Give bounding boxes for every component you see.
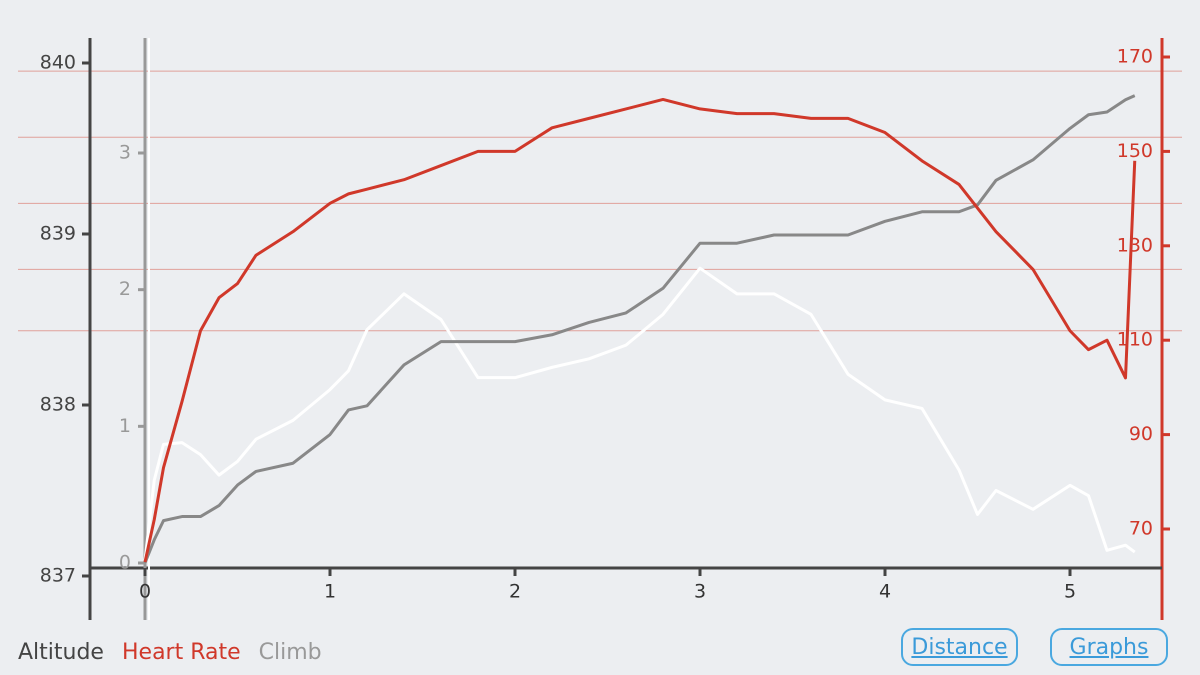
legend-entry: Altitude	[18, 640, 104, 665]
series-line	[143, 97, 1137, 563]
series-line	[143, 94, 1136, 564]
y-tick-label: 840	[40, 52, 76, 74]
legend-entry: Climb	[259, 640, 322, 665]
climb-tick-label: 1	[119, 415, 131, 437]
hr-tick-label: 150	[1117, 140, 1153, 162]
climb-tick-label: 0	[119, 552, 131, 574]
x-tick-label: 5	[1064, 581, 1076, 603]
y-tick-label: 837	[40, 565, 76, 587]
hr-tick-label: 110	[1117, 329, 1153, 351]
x-tick-label: 4	[879, 581, 891, 603]
series-line	[143, 266, 1136, 561]
hr-tick-label: 130	[1117, 234, 1153, 256]
legend-entry: Heart Rate	[122, 640, 241, 665]
y-tick-label: 839	[40, 223, 76, 245]
x-tick-label: 3	[694, 581, 706, 603]
climb-tick-label: 2	[119, 278, 131, 300]
y-tick-label: 838	[40, 394, 76, 416]
hr-tick-label: 170	[1117, 46, 1153, 68]
distance-button[interactable]: Distance	[901, 628, 1018, 666]
x-tick-label: 0	[139, 581, 151, 603]
x-tick-label: 1	[324, 581, 336, 603]
hr-tick-label: 70	[1129, 518, 1153, 540]
hr-tick-label: 90	[1129, 423, 1153, 445]
graphs-button[interactable]: Graphs	[1050, 628, 1168, 666]
climb-tick-label: 3	[119, 142, 131, 164]
x-tick-label: 2	[509, 581, 521, 603]
